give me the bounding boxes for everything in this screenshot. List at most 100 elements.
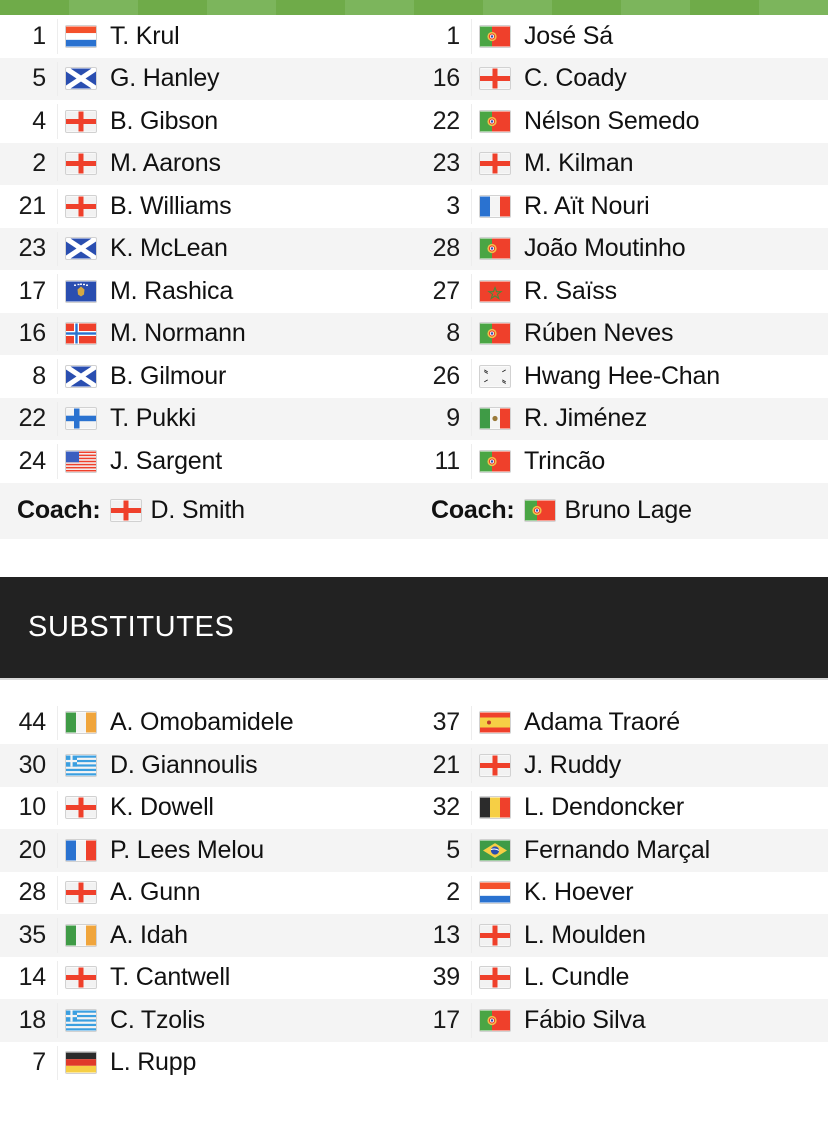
- lineup-player-row[interactable]: 1 José Sá: [414, 15, 828, 58]
- lineup-player-row[interactable]: 22 Nélson Semedo: [414, 100, 828, 143]
- coach-row[interactable]: Coach: D. Smith: [0, 482, 414, 539]
- player-flag-cell: [57, 966, 101, 990]
- player-name: A. Omobamidele: [110, 708, 294, 737]
- substitute-player-row[interactable]: 14 T. Cantwell: [0, 956, 414, 999]
- france-flag-icon: [479, 194, 511, 218]
- substitute-player-row[interactable]: 37 Adama Traoré: [414, 701, 828, 744]
- column-divider: [57, 875, 58, 910]
- player-flag-cell: [471, 796, 515, 820]
- lineup-player-row[interactable]: 17 M. Rashica: [0, 270, 414, 313]
- lineup-player-row[interactable]: 2 M. Aarons: [0, 142, 414, 185]
- substitute-player-row[interactable]: 18 C. Tzolis: [0, 999, 414, 1042]
- lineup-player-row[interactable]: 27 R. Saïss: [414, 270, 828, 313]
- player-name: Fernando Marçal: [524, 835, 710, 864]
- lineup-player-row[interactable]: 26 Hwang Hee-Chan: [414, 355, 828, 398]
- column-divider: [57, 189, 58, 224]
- player-flag-cell: [57, 237, 101, 261]
- player-number: 1: [32, 21, 46, 50]
- greece-flag-icon: [65, 753, 97, 777]
- player-name: G. Hanley: [110, 64, 220, 93]
- substitute-player-row[interactable]: 2 K. Hoever: [414, 871, 828, 914]
- player-flag-cell: [57, 322, 101, 346]
- coach-row[interactable]: Coach: Bruno Lage: [414, 482, 828, 539]
- column-divider: [471, 359, 472, 394]
- player-name: T. Krul: [110, 21, 180, 50]
- player-number: 5: [32, 64, 46, 93]
- after-header-gap: [0, 679, 828, 702]
- portugal-flag-icon: [479, 237, 511, 261]
- player-number: 32: [432, 793, 461, 822]
- player-flag-cell: [57, 711, 101, 735]
- player-number: 28: [432, 234, 461, 263]
- lineup-player-row[interactable]: 11 Trincão: [414, 440, 828, 483]
- substitute-player-row[interactable]: 10 K. Dowell: [0, 786, 414, 829]
- lineup-player-row[interactable]: 24 J. Sargent: [0, 440, 414, 483]
- substitute-player-row[interactable]: 20 P. Lees Melou: [0, 829, 414, 872]
- player-flag-cell: [471, 711, 515, 735]
- lineup-player-row[interactable]: 23 M. Kilman: [414, 142, 828, 185]
- substitute-player-row[interactable]: 13 L. Moulden: [414, 914, 828, 957]
- scotland-flag-icon: [65, 364, 97, 388]
- england-flag-icon: [65, 109, 97, 133]
- player-number: 8: [32, 361, 46, 390]
- lineup-player-row[interactable]: 8 B. Gilmour: [0, 355, 414, 398]
- column-divider: [471, 316, 472, 351]
- substitute-player-row[interactable]: 28 A. Gunn: [0, 871, 414, 914]
- lineup-player-row[interactable]: 3 R. Aït Nouri: [414, 185, 828, 228]
- player-name: Trincão: [524, 446, 606, 475]
- player-flag-cell: [57, 1008, 101, 1032]
- lineup-player-row[interactable]: 28 João Moutinho: [414, 227, 828, 270]
- player-number: 28: [18, 878, 47, 907]
- lineup-player-row[interactable]: 16 M. Normann: [0, 312, 414, 355]
- player-number: 1: [446, 21, 460, 50]
- substitute-player-row[interactable]: 30 D. Giannoulis: [0, 744, 414, 787]
- lineup-player-row[interactable]: 1 T. Krul: [0, 15, 414, 58]
- player-flag-cell: [57, 449, 101, 473]
- player-name: R. Jiménez: [524, 404, 648, 433]
- player-name: Rúben Neves: [524, 319, 674, 348]
- player-name: Adama Traoré: [524, 708, 681, 737]
- lineup-player-row[interactable]: 8 Rúben Neves: [414, 312, 828, 355]
- substitute-player-row[interactable]: 21 J. Ruddy: [414, 744, 828, 787]
- player-flag-cell: [471, 322, 515, 346]
- player-name: M. Kilman: [524, 149, 634, 178]
- column-divider: [57, 231, 58, 266]
- column-divider: [57, 19, 58, 54]
- player-flag-cell: [471, 449, 515, 473]
- player-name: T. Pukki: [110, 404, 196, 433]
- player-flag-cell: [57, 838, 101, 862]
- player-number: 24: [18, 446, 47, 475]
- player-name: K. Dowell: [110, 793, 214, 822]
- player-flag-cell: [471, 881, 515, 905]
- substitute-player-row[interactable]: 32 L. Dendoncker: [414, 786, 828, 829]
- substitute-player-row[interactable]: 7 L. Rupp: [0, 1041, 414, 1084]
- substitute-player-row[interactable]: 5 Fernando Marçal: [414, 829, 828, 872]
- portugal-flag-icon: [479, 1008, 511, 1032]
- lineup-player-row[interactable]: 21 B. Williams: [0, 185, 414, 228]
- lineup-player-row[interactable]: 23 K. McLean: [0, 227, 414, 270]
- section-gap: [0, 538, 828, 577]
- column-divider: [471, 833, 472, 868]
- lineup-player-row[interactable]: 9 R. Jiménez: [414, 397, 828, 440]
- substitute-player-row[interactable]: 17 Fábio Silva: [414, 999, 828, 1042]
- lineup-player-row[interactable]: 5 G. Hanley: [0, 57, 414, 100]
- player-name: L. Dendoncker: [524, 793, 684, 822]
- player-number: 5: [446, 835, 460, 864]
- lineup-player-row[interactable]: 16 C. Coady: [414, 57, 828, 100]
- portugal-flag-icon: [479, 24, 511, 48]
- player-flag-cell: [57, 407, 101, 431]
- player-number: 7: [32, 1048, 46, 1077]
- column-divider: [471, 1003, 472, 1038]
- column-divider: [57, 146, 58, 181]
- player-name: J. Sargent: [110, 446, 222, 475]
- substitute-player-row[interactable]: 39 L. Cundle: [414, 956, 828, 999]
- england-flag-icon: [479, 152, 511, 176]
- player-flag-cell: [471, 966, 515, 990]
- player-name: Nélson Semedo: [524, 106, 700, 135]
- substitute-player-row[interactable]: 35 A. Idah: [0, 914, 414, 957]
- player-name: A. Gunn: [110, 878, 201, 907]
- lineup-player-row[interactable]: 4 B. Gibson: [0, 100, 414, 143]
- player-number: 2: [446, 878, 460, 907]
- lineup-player-row[interactable]: 22 T. Pukki: [0, 397, 414, 440]
- substitute-player-row[interactable]: 44 A. Omobamidele: [0, 701, 414, 744]
